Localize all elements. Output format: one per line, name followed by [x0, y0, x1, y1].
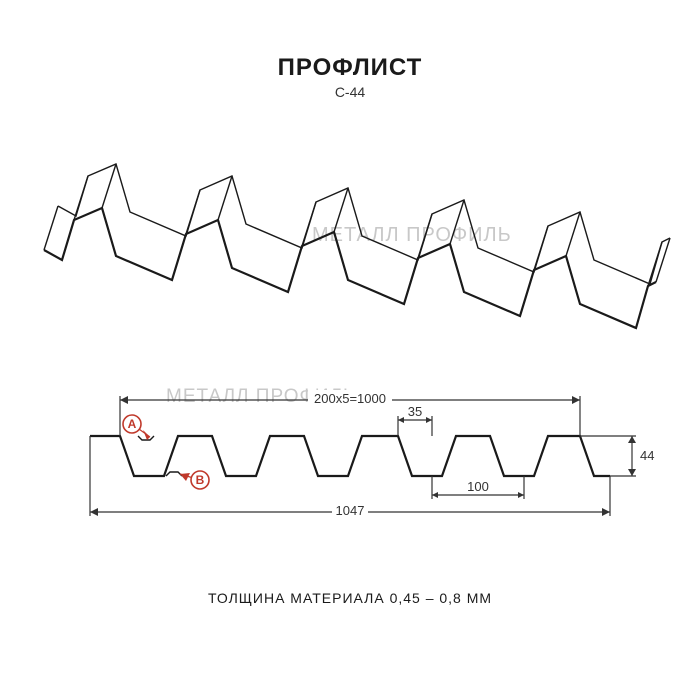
svg-text:A: A — [128, 417, 137, 431]
dim-cover-width: 200x5=1000 — [120, 390, 580, 436]
svg-text:B: B — [196, 473, 205, 487]
dim-pitch: 100 — [432, 476, 524, 499]
dim-top-flat-value: 35 — [408, 404, 422, 419]
thickness-note: ТОЛЩИНА МАТЕРИАЛА 0,45 – 0,8 ММ — [0, 590, 700, 606]
dim-overall-width-value: 1047 — [336, 503, 365, 518]
marker-b: B — [180, 471, 209, 489]
dim-height-value: 44 — [640, 448, 654, 463]
marker-a: A — [123, 415, 150, 440]
dim-pitch-value: 100 — [467, 479, 489, 494]
dim-cover-width-value: 200x5=1000 — [314, 391, 386, 406]
dim-top-flat: 35 — [398, 404, 432, 436]
